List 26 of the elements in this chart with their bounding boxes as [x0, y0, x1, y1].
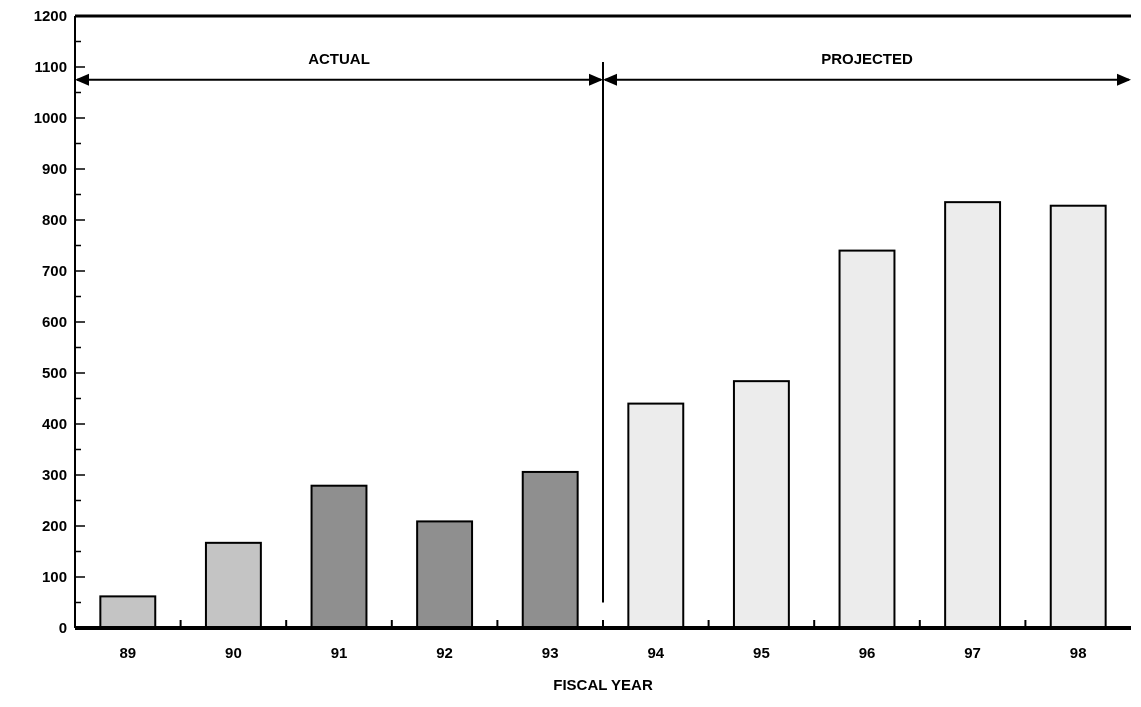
x-tick-label: 93 — [541, 644, 559, 661]
y-tick-label: 400 — [41, 415, 67, 433]
x-tick-label: 89 — [119, 644, 137, 661]
annotation: PROJECTED — [821, 49, 914, 67]
x-tick-label: 98 — [1069, 644, 1087, 661]
x-tick-label: 92 — [436, 644, 453, 661]
y-tick-label: 100 — [41, 568, 67, 586]
y-tick-label: 900 — [41, 160, 67, 178]
x-axis-title: FISCAL YEAR — [553, 676, 653, 693]
y-tick-label: 700 — [41, 262, 67, 280]
x-tick-label: 91 — [330, 644, 348, 661]
x-tick-label: 94 — [647, 644, 665, 661]
y-tick-label: 800 — [41, 211, 67, 229]
y-tick-label: 1000 — [33, 109, 67, 127]
x-tick-label: 97 — [964, 644, 981, 661]
y-tick-label: 0 — [58, 619, 67, 637]
y-tick-label: 1100 — [34, 58, 67, 76]
x-tick-label: 96 — [858, 644, 876, 661]
y-tick-label: 300 — [41, 466, 67, 484]
x-tick-label: 90 — [225, 644, 242, 661]
x-tick-label: 95 — [753, 644, 770, 661]
y-tick-label: 1200 — [33, 7, 67, 25]
annotation: ACTUAL — [308, 49, 370, 67]
y-tick-label: 200 — [41, 517, 67, 535]
y-tick-label: 500 — [41, 364, 67, 382]
y-tick-label: 600 — [41, 313, 67, 331]
